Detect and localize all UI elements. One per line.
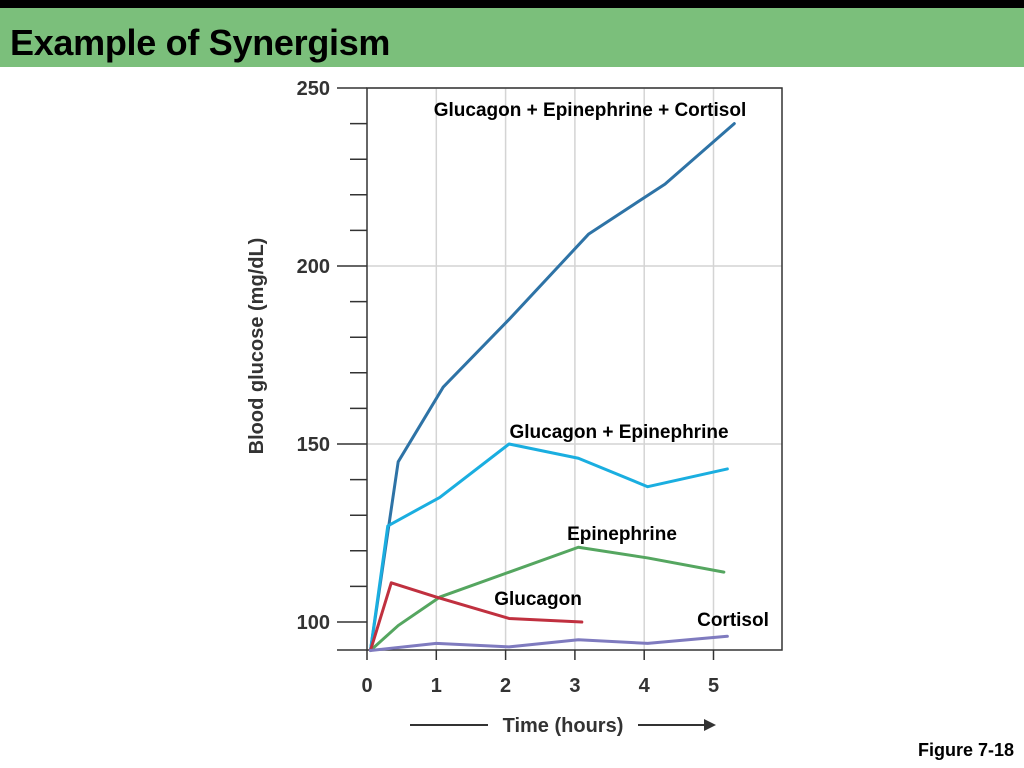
series-line-glucagon-epinephrine — [368, 442, 729, 652]
y-axis-label: Blood glucose (mg/dL) — [246, 238, 268, 455]
slide-title: Example of Synergism — [10, 22, 391, 63]
x-tick-label-5: 5 — [708, 675, 719, 697]
x-tick-label-1: 1 — [431, 675, 442, 697]
y-axis: 100 150 200 250 — [297, 78, 367, 651]
chart-series — [368, 122, 736, 652]
series-line-glucagon-epinephrine-cortisol — [368, 122, 736, 652]
series-line-glucagon — [368, 581, 584, 652]
series-label-glucagon-epinephrine: Glucagon + Epinephrine — [509, 422, 728, 443]
series-label-glucagon: Glucagon — [494, 589, 582, 610]
chart-grid — [367, 87, 782, 650]
top-border — [0, 0, 1024, 8]
y-tick-label-150: 150 — [297, 434, 330, 456]
x-tick-label-0: 0 — [361, 675, 372, 697]
slide-header: Example of Synergism — [0, 8, 1024, 67]
x-tick-label-3: 3 — [569, 675, 580, 697]
series-labels: Glucagon + Epinephrine + Cortisol Glucag… — [434, 100, 769, 631]
series-label-cortisol: Cortisol — [697, 610, 769, 631]
series-label-glucagon-epinephrine-cortisol: Glucagon + Epinephrine + Cortisol — [434, 100, 747, 121]
x-axis-label: Time (hours) — [503, 715, 624, 737]
figure-label: Figure 7-18 — [917, 740, 1014, 760]
series-line-epinephrine — [368, 545, 726, 652]
series-label-epinephrine: Epinephrine — [567, 524, 677, 545]
x-axis: 0 1 2 3 4 5 — [361, 650, 719, 697]
series-line-cortisol — [368, 634, 729, 652]
x-tick-label-4: 4 — [639, 675, 651, 697]
y-tick-label-100: 100 — [297, 612, 330, 634]
x-axis-title: Time (hours) — [410, 715, 716, 737]
y-tick-label-250: 250 — [297, 78, 330, 100]
x-tick-label-2: 2 — [500, 675, 511, 697]
x-axis-arrowhead — [704, 719, 716, 731]
y-tick-label-200: 200 — [297, 256, 330, 278]
